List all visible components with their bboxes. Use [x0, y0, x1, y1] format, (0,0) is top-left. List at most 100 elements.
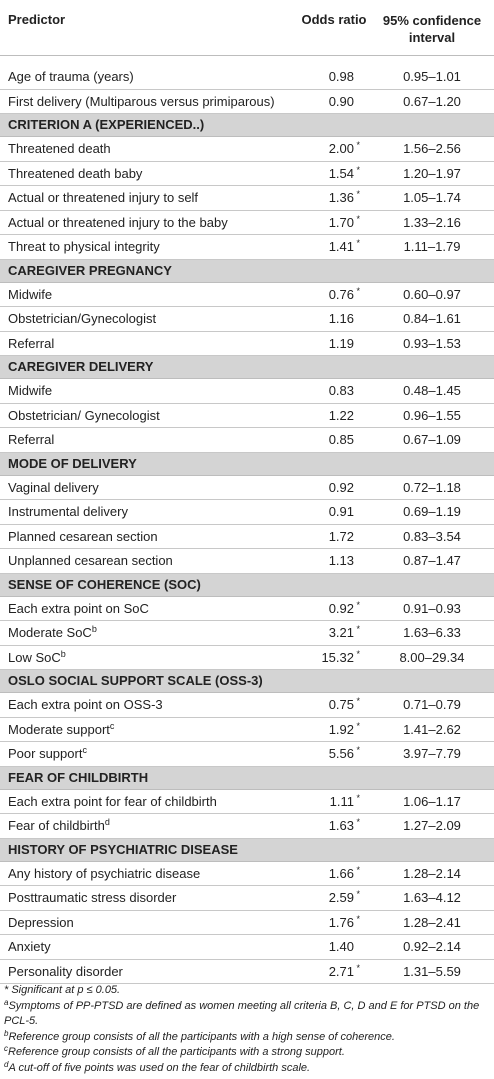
odds-ratio-value: 1.40: [328, 939, 354, 954]
confidence-interval-value: 0.71–0.79: [403, 697, 461, 712]
confidence-interval-value: 0.84–1.61: [403, 311, 461, 326]
predictor-label: Threatened death: [8, 141, 111, 156]
confidence-interval-value: 0.92–2.14: [403, 939, 461, 954]
table-row: Personality disorder 2.71 * 1.31–5.59: [0, 960, 494, 984]
table-row: Each extra point on OSS-3 0.75 * 0.71–0.79: [0, 693, 494, 718]
confidence-interval-value: 0.60–0.97: [403, 286, 461, 302]
odds-ratio-value: 2.00 *: [328, 140, 360, 157]
predictor-label: Moderate supportc: [8, 720, 115, 737]
table-row: Threat to physical integrity 1.41 * 1.11–1.…: [0, 235, 494, 260]
odds-ratio-value: 2.59 *: [328, 889, 360, 906]
predictor-label: Midwife: [8, 286, 53, 302]
table-row: Threatened death 2.00 * 1.56–2.56: [0, 137, 494, 162]
table-row: Midwife 0.76 * 0.60–0.97: [0, 283, 494, 307]
confidence-interval-value: 1.63–6.33: [403, 625, 461, 640]
odds-ratio-value: 0.75 *: [328, 696, 360, 713]
odds-ratio-value: 15.32 *: [321, 648, 360, 665]
section-title: HISTORY OF PSYCHIATRIC DISEASE: [8, 841, 238, 857]
odds-ratio-value: 1.22: [328, 407, 354, 423]
table-row: Moderate supportc 1.92 * 1.41–2.62: [0, 718, 494, 742]
odds-ratio-value: 1.54 *: [328, 164, 360, 181]
section-header: MODE OF DELIVERY: [0, 452, 494, 476]
table-row: Obstetrician/ Gynecologist 1.22 0.96–1.55: [0, 404, 494, 428]
predictor-label: Obstetrician/ Gynecologist: [8, 407, 160, 423]
confidence-interval-value: 3.97–7.79: [403, 746, 461, 761]
table-row: Posttraumatic stress disorder 2.59 * 1.63–4…: [0, 886, 494, 911]
footnote: bReference group consists of all the par…: [4, 1028, 395, 1043]
table-row: Midwife 0.83 0.48–1.45: [0, 379, 494, 404]
confidence-interval-value: 0.91–0.93: [403, 600, 461, 616]
confidence-interval-value: 0.48–1.45: [403, 383, 461, 398]
odds-ratio-value: 1.41 *: [328, 238, 360, 255]
footnote: cReference group consists of all the par…: [4, 1044, 345, 1059]
table-row: Planned cesarean section 1.72 0.83–3.54: [0, 525, 494, 549]
confidence-interval-value: 1.31–5.59: [403, 963, 461, 979]
confidence-interval-value: 0.95–1.01: [403, 69, 461, 84]
table-footnotes: * Significant at p ≤ 0.05. aSymptoms of P…: [4, 983, 490, 1076]
confidence-interval-value: 1.41–2.62: [403, 721, 461, 737]
footnote-marker: c: [109, 720, 115, 731]
confidence-interval-value: 1.33–2.16: [403, 214, 461, 230]
section-title: MODE OF DELIVERY: [8, 455, 137, 471]
confidence-interval-value: 1.20–1.97: [403, 165, 461, 181]
footnote-marker: c: [82, 745, 87, 755]
odds-ratio-value: 5.56 *: [328, 745, 360, 762]
predictor-label: Fear of childbirthd: [8, 817, 110, 834]
ci-header: 95% confidence interval: [382, 13, 482, 45]
predictor-label: Actual or threatened injury to self: [8, 190, 199, 205]
table-row: Anxiety 1.40 0.92–2.14: [0, 935, 494, 960]
odds-ratio-value: 0.98: [328, 69, 354, 84]
odds-ratio-value: 1.92 *: [328, 720, 360, 737]
predictor-label: Threatened death baby: [8, 165, 143, 181]
odds-ratio-header: Odds ratio: [301, 12, 367, 27]
table-row: Fear of childbirthd 1.63 * 1.27–2.09: [0, 814, 494, 839]
odds-ratio-value: 0.92: [328, 479, 354, 495]
predictor-label: Posttraumatic stress disorder: [8, 890, 177, 905]
predictor-label: Personality disorder: [8, 963, 123, 979]
table-row: Instrumental delivery 0.91 0.69–1.19: [0, 500, 494, 525]
table-row: Threatened death baby 1.54 * 1.20–1.97: [0, 162, 494, 186]
odds-ratio-value: 0.90: [328, 93, 354, 109]
table-row: Any history of psychiatric disease 1.66 * 1…: [0, 862, 494, 886]
table-row: Referral 0.85 0.67–1.09: [0, 428, 494, 453]
section-title: CAREGIVER PREGNANCY: [8, 262, 172, 278]
odds-ratio-value: 1.72: [328, 528, 354, 544]
predictor-label: Unplanned cesarean section: [8, 553, 173, 568]
predictor-label: Vaginal delivery: [8, 479, 99, 495]
table-row: Actual or threatened injury to self 1.36 *…: [0, 186, 494, 211]
odds-ratio-value: 0.83: [328, 383, 354, 398]
predictor-label: Low SoCb: [8, 648, 66, 665]
confidence-interval-value: 1.63–4.12: [403, 890, 461, 905]
footnote-marker: d: [104, 817, 110, 827]
footnote-marker: b: [91, 624, 97, 634]
section-header: HISTORY OF PSYCHIATRIC DISEASE: [0, 838, 494, 862]
table-row: Low SoCb 15.32 * 8.00–29.34: [0, 646, 494, 670]
predictor-label: Planned cesarean section: [8, 528, 158, 544]
section-title: CAREGIVER DELIVERY: [8, 359, 154, 374]
odds-ratio-value: 1.13: [328, 553, 354, 568]
predictor-label: Threat to physical integrity: [8, 239, 160, 254]
predictor-label: Moderate SoCb: [8, 624, 97, 641]
confidence-interval-value: 1.06–1.17: [403, 793, 461, 809]
confidence-interval-value: 1.56–2.56: [403, 141, 461, 156]
confidence-interval-value: 0.67–1.20: [403, 93, 461, 109]
section-header: CAREGIVER DELIVERY: [0, 356, 494, 379]
predictor-header: Predictor: [8, 12, 66, 27]
table-row: Vaginal delivery 0.92 0.72–1.18: [0, 476, 494, 500]
predictor-label: Poor supportc: [8, 745, 87, 762]
odds-ratio-value: 1.63 *: [328, 817, 360, 834]
section-header: OSLO SOCIAL SUPPORT SCALE (OSS-3): [0, 670, 494, 693]
predictor-label: Age of trauma (years): [8, 69, 134, 84]
table-row: Each extra point on SoC 0.92 * 0.91–0.93: [0, 597, 494, 621]
odds-ratio-value: 1.70 *: [328, 213, 360, 230]
odds-ratio-value: 1.76 *: [328, 913, 360, 930]
results-table: Predictor Odds ratio 95% confidence inter…: [0, 12, 494, 984]
confidence-interval-value: 8.00–29.34: [399, 649, 465, 665]
table-row: Referral 1.19 0.93–1.53: [0, 332, 494, 356]
odds-ratio-value: 1.11 *: [329, 792, 360, 809]
section-title: CRITERION A (EXPERIENCED..): [8, 117, 205, 132]
table-row: First delivery (Multiparous versus primi…: [0, 90, 494, 114]
confidence-interval-value: 0.72–1.18: [403, 479, 461, 495]
confidence-interval-value: 0.83–3.54: [403, 528, 461, 544]
section-title: OSLO SOCIAL SUPPORT SCALE (OSS-3): [8, 673, 263, 688]
